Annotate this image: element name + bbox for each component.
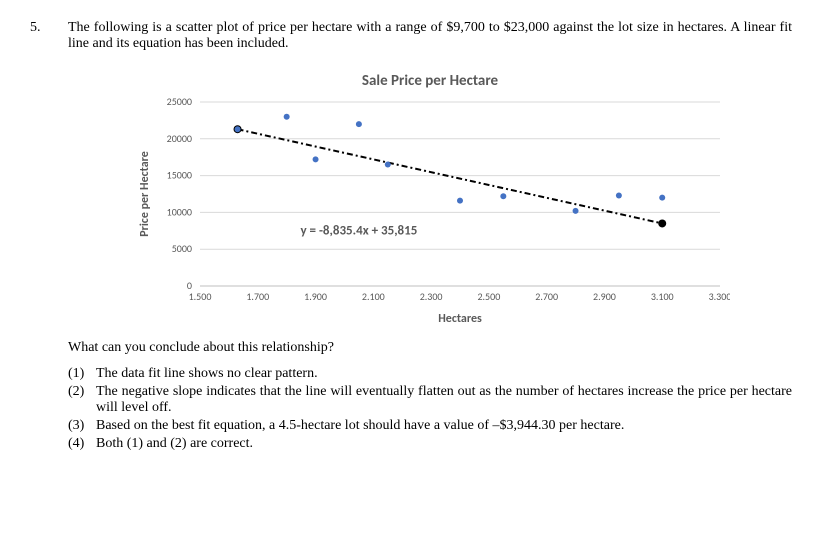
question-row: 5. The following is a scatter plot of pr… xyxy=(30,20,792,454)
svg-text:25000: 25000 xyxy=(167,96,192,108)
options-list: (1)The data fit line shows no clear patt… xyxy=(68,366,792,452)
svg-text:2.300: 2.300 xyxy=(420,290,443,303)
svg-text:2.700: 2.700 xyxy=(535,290,558,303)
svg-text:1.900: 1.900 xyxy=(304,290,327,303)
option-text: Based on the best fit equation, a 4.5-he… xyxy=(96,418,792,434)
svg-text:1.500: 1.500 xyxy=(189,290,212,303)
option-row: (4)Both (1) and (2) are correct. xyxy=(68,436,792,452)
option-row: (2)The negative slope indicates that the… xyxy=(68,384,792,416)
svg-text:10000: 10000 xyxy=(167,205,192,218)
chart-container: Sale Price per Hectare 05000100001500020… xyxy=(130,72,730,326)
svg-text:2.500: 2.500 xyxy=(477,290,500,303)
svg-text:2.900: 2.900 xyxy=(593,290,616,303)
svg-text:3.300: 3.300 xyxy=(709,290,730,303)
option-number: (3) xyxy=(68,418,96,434)
scatter-chart: 05000100001500020000250001.5001.7001.900… xyxy=(130,96,730,326)
option-text: The negative slope indicates that the li… xyxy=(96,384,792,416)
question-prompt: What can you conclude about this relatio… xyxy=(68,340,792,356)
question-body: The following is a scatter plot of price… xyxy=(68,20,792,454)
option-number: (1) xyxy=(68,366,96,382)
option-row: (3)Based on the best fit equation, a 4.5… xyxy=(68,418,792,434)
svg-text:y = -8,835.4x + 35,815: y = -8,835.4x + 35,815 xyxy=(300,223,417,238)
option-text: Both (1) and (2) are correct. xyxy=(96,436,792,452)
option-number: (2) xyxy=(68,384,96,416)
svg-text:3.100: 3.100 xyxy=(651,290,674,303)
option-number: (4) xyxy=(68,436,96,452)
question-text: The following is a scatter plot of price… xyxy=(68,20,792,52)
svg-text:15000: 15000 xyxy=(167,169,192,182)
svg-text:5000: 5000 xyxy=(172,242,192,255)
option-text: The data fit line shows no clear pattern… xyxy=(96,366,792,382)
chart-title: Sale Price per Hectare xyxy=(130,72,730,90)
svg-text:Price per Hectare: Price per Hectare xyxy=(138,151,152,237)
svg-text:2.100: 2.100 xyxy=(362,290,385,303)
svg-text:1.700: 1.700 xyxy=(246,290,269,303)
svg-text:Hectares: Hectares xyxy=(438,312,482,326)
svg-text:20000: 20000 xyxy=(167,132,192,145)
option-row: (1)The data fit line shows no clear patt… xyxy=(68,366,792,382)
question-number: 5. xyxy=(30,20,50,454)
